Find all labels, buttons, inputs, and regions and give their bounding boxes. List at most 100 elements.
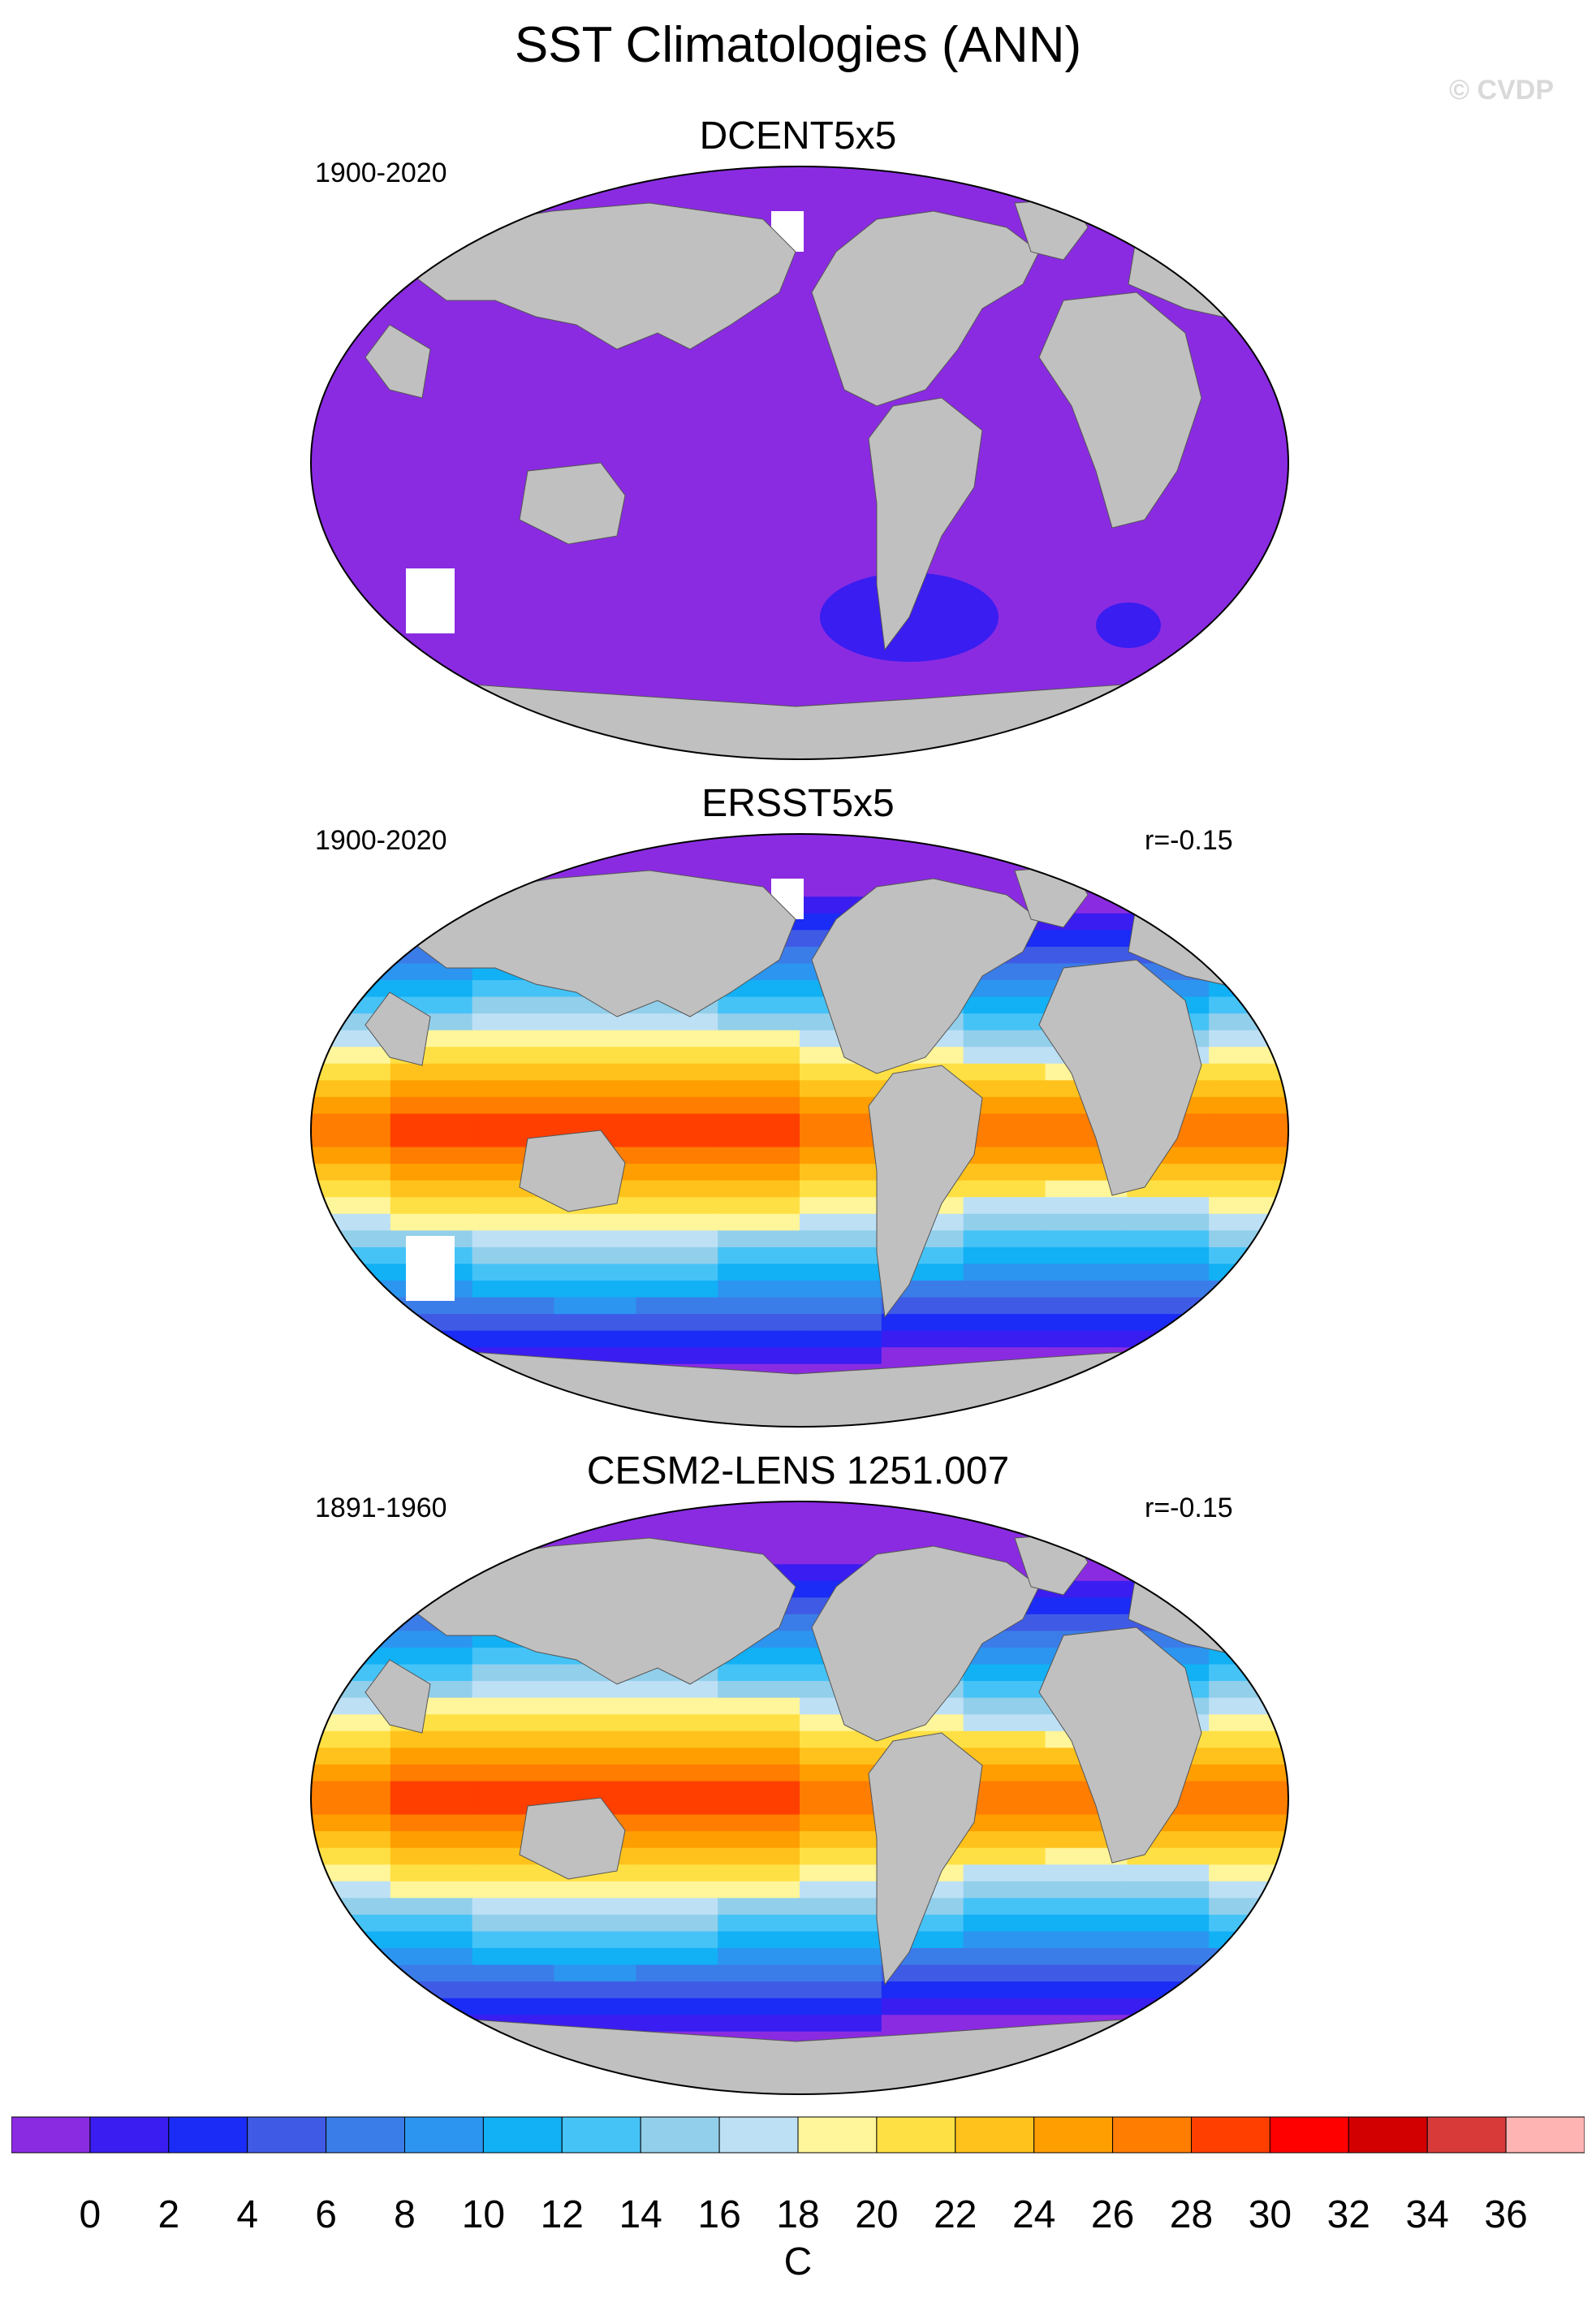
sst-band [1045,1264,1128,1281]
sst-band [1127,1864,1210,1882]
colorbar-tick-label: 28 [1169,2193,1214,2236]
sst-band [1209,2048,1288,2066]
arctic-ocean [311,1501,1288,1554]
sst-band [963,1881,1046,1899]
sst-band [311,1781,391,1799]
sst-band [554,1281,637,1298]
sst-band [1127,2081,1210,2094]
sst-band [718,1864,800,1882]
sst-band [636,1714,719,1732]
sst-band [1127,2015,1210,2033]
sst-band [718,1898,800,1916]
sst-band [800,1931,882,1949]
sst-band [963,1648,1046,1665]
sst-band [472,1281,555,1298]
sst-band [1209,930,1288,948]
sst-band [1045,930,1128,948]
sst-band [1209,1597,1288,1615]
sst-band [390,863,473,881]
colorbar-tick-label: 30 [1248,2193,1292,2236]
sst-band [636,1948,719,1966]
sst-band [472,1964,555,1983]
sst-band [554,1881,637,1899]
colorbar-tick-label: 32 [1326,2193,1370,2236]
sst-band [311,1881,391,1899]
sst-band [1127,1397,1210,1415]
sst-band [311,1397,391,1415]
sst-band [636,1047,719,1065]
sst-band [1045,1297,1128,1316]
sst-band [1045,946,1128,965]
sst-band [1127,879,1210,898]
colorbar-segment [797,2116,878,2154]
sst-band [472,1197,555,1215]
sst-band [800,1264,882,1281]
sst-band [472,1397,555,1415]
sst-band [636,1314,719,1332]
sst-band [1209,1948,1288,1966]
colorbar-segment [640,2116,720,2154]
sst-band [1127,1564,1210,1582]
sst-band [881,2015,964,2033]
sst-band [390,1080,473,1098]
sst-band [554,1948,637,1966]
sst-band [472,1013,555,1031]
sst-band [1127,1981,1210,1999]
sst-band [800,1164,882,1182]
sst-band [963,1664,1046,1683]
sst-band [963,1080,1046,1098]
colorbar-tick-label: 2 [157,2193,180,2236]
colorbar-tick-label: 8 [394,2193,416,2236]
sst-band [472,1681,555,1699]
colorbar-tick-label: 14 [619,2193,662,2236]
colorbar-segment [247,2116,327,2154]
sst-band [390,1363,473,1382]
sst-band [1209,1847,1288,1866]
sst-band [718,1730,800,1749]
sst-band [718,1681,800,1699]
sst-band [1127,1948,1210,1966]
sst-band [311,1514,391,1532]
sst-band [963,1814,1046,1833]
sst-band [963,1501,1046,1515]
colorbar-segment [1348,2116,1428,2154]
sst-band [1209,1881,1288,1899]
sst-band [1127,1998,1210,2016]
sst-band [800,1246,882,1265]
sst-band [390,1130,473,1148]
sst-band [1209,1113,1288,1131]
sst-band [1045,1931,1128,1949]
sst-band [800,1881,882,1899]
sst-band [1209,1281,1288,1298]
colorbar-segment [404,2116,484,2154]
sst-band [1209,1380,1288,1398]
sst-band [390,879,473,898]
sst-band [554,1414,637,1427]
sst-band [1045,1914,1128,1933]
sst-band [636,1347,719,1365]
sst-band [390,1831,473,1849]
sst-band [636,1264,719,1281]
sst-band [963,1197,1046,1215]
sst-band [1127,1297,1210,1316]
sst-band [311,1798,391,1816]
sst-band [1209,1580,1288,1599]
sst-band [881,1314,964,1332]
land-mass [413,202,796,350]
sst-band [311,946,391,965]
sst-band [1209,896,1288,914]
sst-band [963,1730,1046,1749]
sst-band [636,1130,719,1148]
sst-band [311,1197,391,1215]
sst-band [1209,863,1288,881]
sst-band [963,1981,1046,1999]
sst-band [800,1730,882,1749]
map-panel-dcent: DCENT5x5 1900-2020 [0,114,1596,763]
sst-band [311,1047,391,1065]
sst-band [390,1096,473,1115]
sst-band [554,1697,637,1716]
sst-band [311,2064,391,2083]
sst-band [718,1281,800,1298]
sst-band [1045,1597,1128,1615]
sst-band [311,1314,391,1332]
